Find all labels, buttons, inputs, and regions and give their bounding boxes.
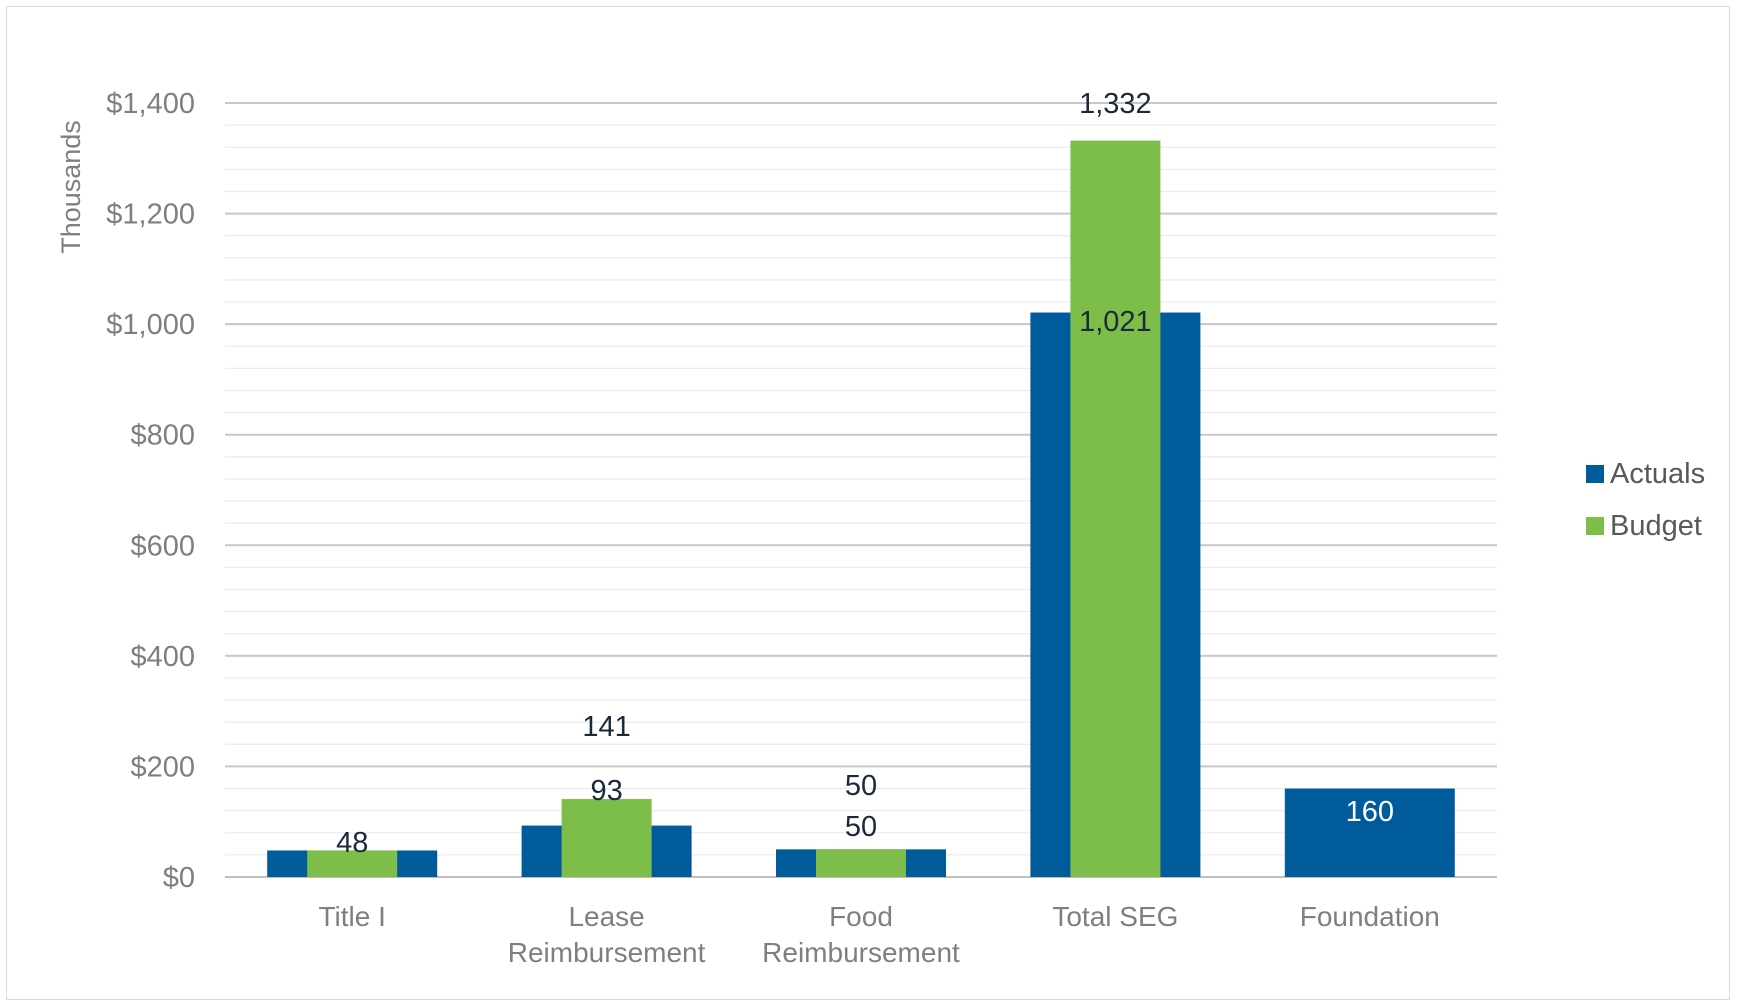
bar-budget <box>1070 140 1161 877</box>
x-category-label: Foundation <box>1300 901 1440 932</box>
y-tick-label: $1,200 <box>106 199 195 231</box>
legend-label-actuals: Actuals <box>1610 458 1705 490</box>
data-label-budget: 1,332 <box>1079 88 1152 120</box>
x-category-label: Reimbursement <box>762 937 960 968</box>
bars <box>267 140 1455 878</box>
x-category-label: Title I <box>318 901 385 932</box>
bar-budget <box>561 799 652 877</box>
legend: Actuals Budget <box>1586 458 1705 542</box>
y-tick-label: $400 <box>130 641 195 673</box>
bar-budget <box>307 850 398 877</box>
legend-swatch-actuals <box>1586 465 1604 483</box>
y-tick-label: $1,000 <box>106 309 195 341</box>
data-labels: 48 93 141 50 50 1,021 1,332 160 <box>336 88 1394 859</box>
data-label-budget: 48 <box>336 827 368 859</box>
x-category-label: Lease <box>568 901 644 932</box>
data-label-budget: 50 <box>845 770 877 802</box>
x-category-label: Food <box>829 901 893 932</box>
x-axis-labels: Title I Lease Reimbursement Food Reimburseme… <box>318 901 1439 968</box>
gridlines <box>225 102 1497 878</box>
x-category-label: Reimbursement <box>508 937 706 968</box>
data-label-actuals: 1,021 <box>1079 306 1152 338</box>
y-tick-label: $0 <box>163 862 195 894</box>
bar-actuals <box>1284 788 1455 877</box>
data-label-actuals: 93 <box>590 775 622 807</box>
legend-label-budget: Budget <box>1610 510 1702 542</box>
data-label-actuals: 160 <box>1346 796 1394 828</box>
y-tick-label: $200 <box>130 751 195 783</box>
data-label-actuals: 50 <box>845 811 877 843</box>
y-axis-label: Thousands <box>56 120 86 254</box>
x-category-label: Total SEG <box>1052 901 1178 932</box>
legend-swatch-budget <box>1586 517 1604 535</box>
y-axis-ticks: $0 $200 $400 $600 $800 $1,000 $1,200 $1,400 <box>106 88 195 894</box>
bar-budget <box>816 849 906 877</box>
y-tick-label: $600 <box>130 530 195 562</box>
y-tick-label: $1,400 <box>106 88 195 120</box>
y-tick-label: $800 <box>130 420 195 452</box>
data-label-budget: 141 <box>582 711 630 743</box>
